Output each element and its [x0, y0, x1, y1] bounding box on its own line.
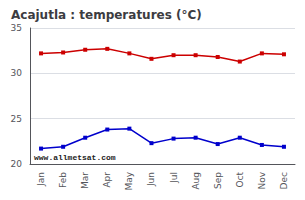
svg-text:Jun: Jun — [146, 172, 156, 187]
svg-text:20: 20 — [11, 159, 23, 169]
svg-text:Acajutla : temperatures (°C): Acajutla : temperatures (°C) — [11, 8, 202, 22]
svg-text:Nov: Nov — [257, 171, 267, 189]
svg-text:Jan: Jan — [36, 172, 46, 187]
svg-text:Feb: Feb — [58, 172, 68, 188]
svg-text:30: 30 — [11, 68, 23, 78]
svg-text:May: May — [124, 171, 134, 190]
svg-text:Aug: Aug — [191, 172, 201, 190]
svg-text:Mar: Mar — [80, 172, 90, 189]
svg-text:Sep: Sep — [213, 172, 223, 189]
svg-text:Dec: Dec — [279, 172, 289, 189]
svg-text:Jul: Jul — [169, 172, 179, 184]
svg-text:25: 25 — [11, 114, 22, 124]
svg-text:www.allmetsat.com: www.allmetsat.com — [34, 153, 116, 162]
svg-text:35: 35 — [11, 23, 22, 33]
svg-text:Apr: Apr — [102, 172, 112, 188]
svg-text:Oct: Oct — [235, 172, 245, 188]
